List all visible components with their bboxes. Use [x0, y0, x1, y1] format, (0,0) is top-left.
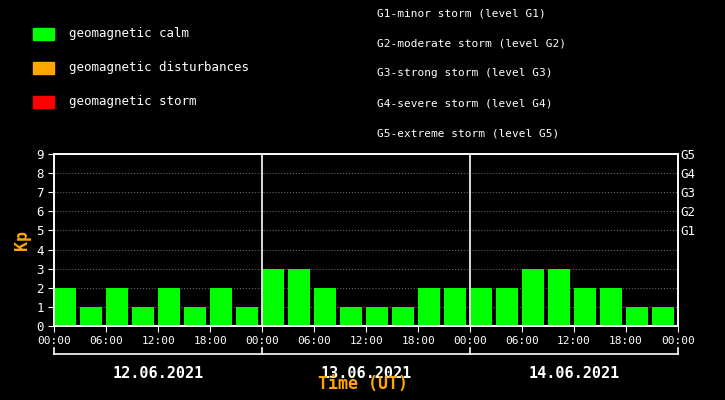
Bar	[158, 288, 181, 326]
Bar	[107, 288, 128, 326]
Bar	[54, 288, 76, 326]
Bar	[80, 307, 102, 326]
Bar	[392, 307, 414, 326]
Bar	[600, 288, 622, 326]
Bar	[496, 288, 518, 326]
Text: Time (UT): Time (UT)	[318, 375, 407, 393]
Bar	[366, 307, 388, 326]
Bar	[652, 307, 674, 326]
Bar	[210, 288, 232, 326]
Bar	[574, 288, 596, 326]
Bar	[236, 307, 258, 326]
Text: geomagnetic disturbances: geomagnetic disturbances	[69, 62, 249, 74]
Text: G2-moderate storm (level G2): G2-moderate storm (level G2)	[377, 38, 566, 48]
Bar	[548, 269, 570, 326]
Text: G5-extreme storm (level G5): G5-extreme storm (level G5)	[377, 128, 559, 138]
Bar	[132, 307, 154, 326]
Bar	[418, 288, 440, 326]
Text: 13.06.2021: 13.06.2021	[320, 366, 412, 382]
Bar	[470, 288, 492, 326]
Bar	[288, 269, 310, 326]
Bar	[444, 288, 466, 326]
Text: G3-strong storm (level G3): G3-strong storm (level G3)	[377, 68, 552, 78]
Text: G1-minor storm (level G1): G1-minor storm (level G1)	[377, 8, 546, 18]
Text: G4-severe storm (level G4): G4-severe storm (level G4)	[377, 98, 552, 108]
Y-axis label: Kp: Kp	[13, 230, 31, 250]
Bar	[184, 307, 207, 326]
Text: 12.06.2021: 12.06.2021	[112, 366, 204, 382]
Text: 14.06.2021: 14.06.2021	[529, 366, 620, 382]
Text: geomagnetic calm: geomagnetic calm	[69, 28, 189, 40]
Text: geomagnetic storm: geomagnetic storm	[69, 96, 196, 108]
Bar	[626, 307, 648, 326]
Bar	[522, 269, 544, 326]
Bar	[340, 307, 362, 326]
Bar	[262, 269, 284, 326]
Bar	[314, 288, 336, 326]
